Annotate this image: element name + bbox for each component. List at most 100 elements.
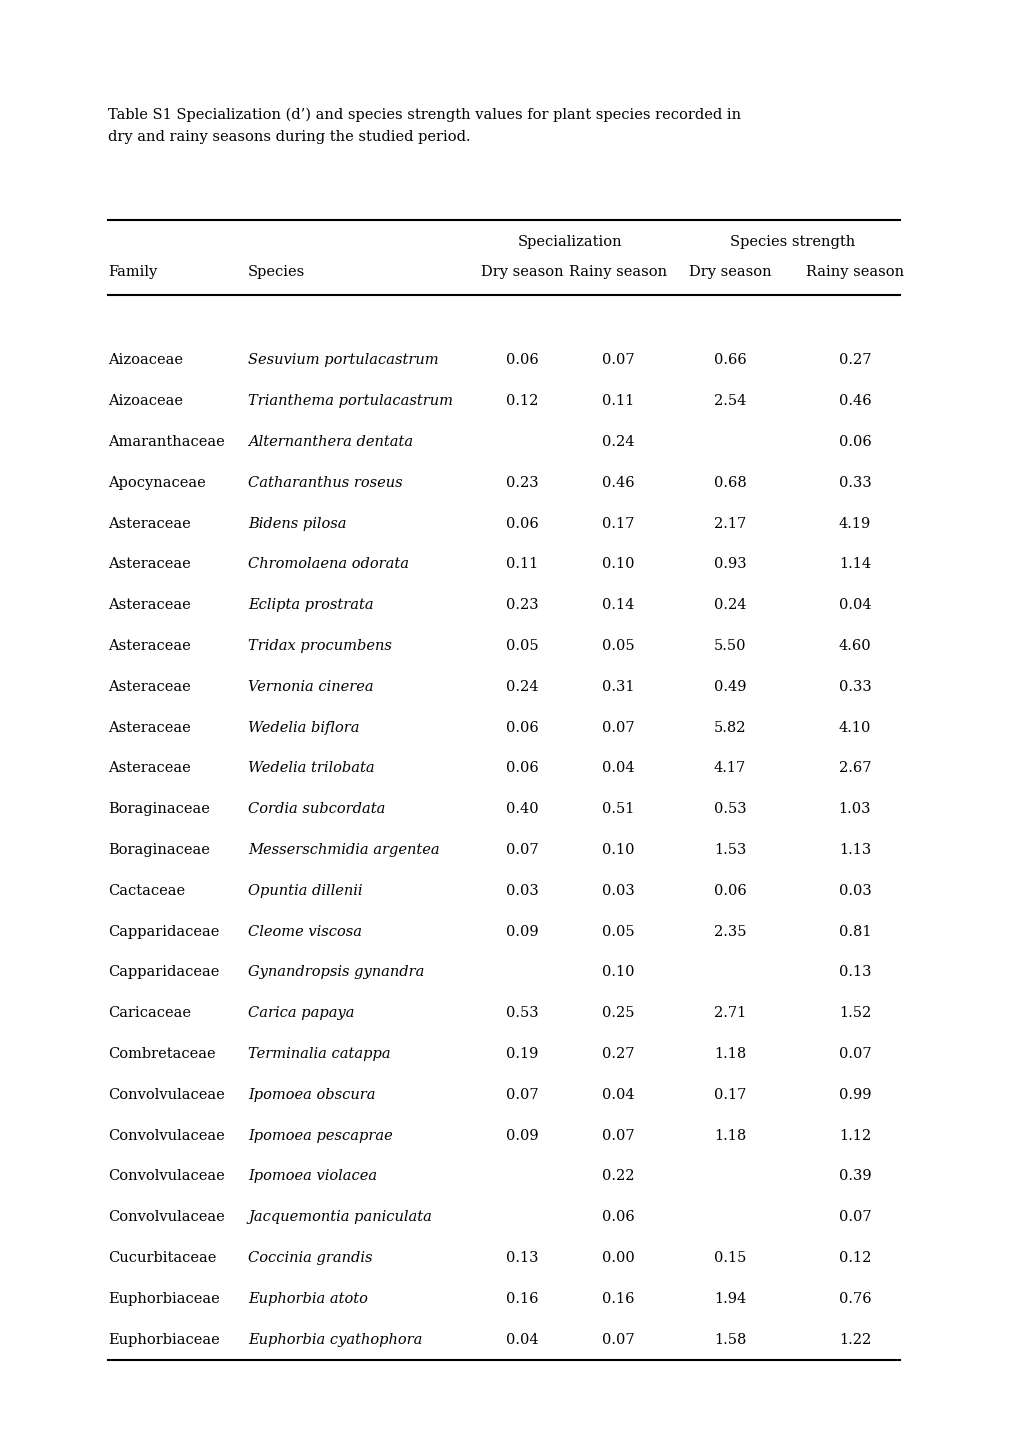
Text: Capparidaceae: Capparidaceae <box>108 924 219 939</box>
Text: 0.07: 0.07 <box>505 1087 538 1102</box>
Text: Apocynaceae: Apocynaceae <box>108 476 206 490</box>
Text: 2.54: 2.54 <box>713 394 746 408</box>
Text: Rainy season: Rainy season <box>805 265 903 278</box>
Text: 1.58: 1.58 <box>713 1332 746 1347</box>
Text: 0.06: 0.06 <box>505 721 538 734</box>
Text: 0.16: 0.16 <box>601 1292 634 1306</box>
Text: 0.11: 0.11 <box>601 394 634 408</box>
Text: 0.07: 0.07 <box>838 1210 870 1224</box>
Text: Species: Species <box>248 265 305 278</box>
Text: 0.12: 0.12 <box>505 394 538 408</box>
Text: 2.67: 2.67 <box>838 761 870 776</box>
Text: 1.18: 1.18 <box>713 1047 745 1061</box>
Text: 0.68: 0.68 <box>713 476 746 490</box>
Text: Capparidaceae: Capparidaceae <box>108 965 219 979</box>
Text: 0.12: 0.12 <box>838 1252 870 1265</box>
Text: 0.33: 0.33 <box>838 476 870 490</box>
Text: 2.17: 2.17 <box>713 516 745 531</box>
Text: Convolvulaceae: Convolvulaceae <box>108 1210 224 1224</box>
Text: Rainy season: Rainy season <box>569 265 666 278</box>
Text: 0.10: 0.10 <box>601 558 634 571</box>
Text: 0.27: 0.27 <box>601 1047 634 1061</box>
Text: Terminalia catappa: Terminalia catappa <box>248 1047 390 1061</box>
Text: 0.07: 0.07 <box>601 1129 634 1142</box>
Text: Dry season: Dry season <box>688 265 770 278</box>
Text: Cordia subcordata: Cordia subcordata <box>248 802 385 816</box>
Text: Gynandropsis gynandra: Gynandropsis gynandra <box>248 965 424 979</box>
Text: Euphorbia cyathophora: Euphorbia cyathophora <box>248 1332 422 1347</box>
Text: 0.46: 0.46 <box>601 476 634 490</box>
Text: Family: Family <box>108 265 157 278</box>
Text: 0.40: 0.40 <box>505 802 538 816</box>
Text: Vernonia cinerea: Vernonia cinerea <box>248 679 373 694</box>
Text: 4.60: 4.60 <box>838 639 870 653</box>
Text: 1.03: 1.03 <box>838 802 870 816</box>
Text: 0.22: 0.22 <box>601 1169 634 1184</box>
Text: 5.50: 5.50 <box>713 639 746 653</box>
Text: Wedelia biflora: Wedelia biflora <box>248 721 359 734</box>
Text: 0.17: 0.17 <box>601 516 634 531</box>
Text: Cactaceae: Cactaceae <box>108 884 184 898</box>
Text: Amaranthaceae: Amaranthaceae <box>108 435 224 448</box>
Text: 1.52: 1.52 <box>838 1007 870 1019</box>
Text: 0.13: 0.13 <box>505 1252 538 1265</box>
Text: 0.33: 0.33 <box>838 679 870 694</box>
Text: Ipomoea obscura: Ipomoea obscura <box>248 1087 375 1102</box>
Text: Opuntia dillenii: Opuntia dillenii <box>248 884 362 898</box>
Text: 0.13: 0.13 <box>838 965 870 979</box>
Text: 0.51: 0.51 <box>601 802 634 816</box>
Text: Convolvulaceae: Convolvulaceae <box>108 1087 224 1102</box>
Text: Bidens pilosa: Bidens pilosa <box>248 516 346 531</box>
Text: Jacquemontia paniculata: Jacquemontia paniculata <box>248 1210 431 1224</box>
Text: 0.99: 0.99 <box>838 1087 870 1102</box>
Text: Alternanthera dentata: Alternanthera dentata <box>248 435 413 448</box>
Text: Aizoaceae: Aizoaceae <box>108 394 182 408</box>
Text: 0.76: 0.76 <box>838 1292 870 1306</box>
Text: Tridax procumbens: Tridax procumbens <box>248 639 391 653</box>
Text: Asteraceae: Asteraceae <box>108 679 191 694</box>
Text: 0.04: 0.04 <box>601 1087 634 1102</box>
Text: Asteraceae: Asteraceae <box>108 761 191 776</box>
Text: 0.03: 0.03 <box>838 884 870 898</box>
Text: Wedelia trilobata: Wedelia trilobata <box>248 761 374 776</box>
Text: 0.17: 0.17 <box>713 1087 746 1102</box>
Text: 0.23: 0.23 <box>505 598 538 613</box>
Text: 0.09: 0.09 <box>505 924 538 939</box>
Text: 0.19: 0.19 <box>505 1047 538 1061</box>
Text: 0.24: 0.24 <box>601 435 634 448</box>
Text: 0.05: 0.05 <box>601 924 634 939</box>
Text: 0.27: 0.27 <box>838 353 870 368</box>
Text: 0.23: 0.23 <box>505 476 538 490</box>
Text: 0.04: 0.04 <box>601 761 634 776</box>
Text: 0.93: 0.93 <box>713 558 746 571</box>
Text: 0.00: 0.00 <box>601 1252 634 1265</box>
Text: 1.13: 1.13 <box>838 844 870 857</box>
Text: Species strength: Species strength <box>730 235 854 249</box>
Text: Caricaceae: Caricaceae <box>108 1007 191 1019</box>
Text: 0.07: 0.07 <box>838 1047 870 1061</box>
Text: 0.10: 0.10 <box>601 965 634 979</box>
Text: 0.04: 0.04 <box>838 598 870 613</box>
Text: 0.49: 0.49 <box>713 679 746 694</box>
Text: Table S1 Specialization (d’) and species strength values for plant species recor: Table S1 Specialization (d’) and species… <box>108 108 741 123</box>
Text: Ipomoea violacea: Ipomoea violacea <box>248 1169 377 1184</box>
Text: 0.06: 0.06 <box>713 884 746 898</box>
Text: 1.14: 1.14 <box>838 558 870 571</box>
Text: Asteraceae: Asteraceae <box>108 558 191 571</box>
Text: 0.14: 0.14 <box>601 598 634 613</box>
Text: Cucurbitaceae: Cucurbitaceae <box>108 1252 216 1265</box>
Text: 0.81: 0.81 <box>838 924 870 939</box>
Text: Boraginaceae: Boraginaceae <box>108 802 210 816</box>
Text: 1.12: 1.12 <box>838 1129 870 1142</box>
Text: 0.31: 0.31 <box>601 679 634 694</box>
Text: Trianthema portulacastrum: Trianthema portulacastrum <box>248 394 452 408</box>
Text: 0.15: 0.15 <box>713 1252 746 1265</box>
Text: Euphorbiaceae: Euphorbiaceae <box>108 1292 219 1306</box>
Text: 2.35: 2.35 <box>713 924 746 939</box>
Text: Aizoaceae: Aizoaceae <box>108 353 182 368</box>
Text: Chromolaena odorata: Chromolaena odorata <box>248 558 409 571</box>
Text: Coccinia grandis: Coccinia grandis <box>248 1252 372 1265</box>
Text: Carica papaya: Carica papaya <box>248 1007 355 1019</box>
Text: 0.11: 0.11 <box>505 558 538 571</box>
Text: Asteraceae: Asteraceae <box>108 639 191 653</box>
